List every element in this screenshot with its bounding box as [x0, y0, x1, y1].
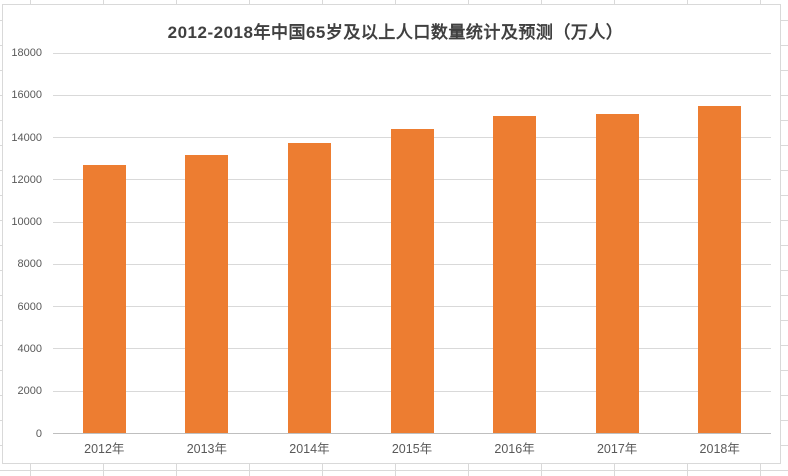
y-tick-label: 6000: [17, 300, 42, 313]
gridline: [53, 52, 771, 54]
y-tick-label: 12000: [11, 173, 42, 186]
bar-2014: [287, 142, 331, 434]
x-tick-label: 2017年: [596, 442, 638, 456]
y-tick-label: 2000: [17, 385, 42, 398]
x-tick-label: 2015年: [391, 442, 433, 456]
bar-2015: [390, 129, 434, 434]
bar-2013: [185, 155, 229, 434]
bar-2018: [698, 105, 742, 434]
bar-2017: [595, 114, 639, 434]
gridline: [53, 94, 771, 96]
y-tick-label: 10000: [11, 216, 42, 229]
y-tick-label: 14000: [11, 131, 42, 144]
x-tick-label: 2018年: [699, 442, 740, 456]
bar-2016: [493, 116, 537, 434]
chart-title: 2012-2018年中国65岁及以上人口数量统计及预测（万人）: [167, 23, 624, 42]
y-tick-label: 16000: [11, 89, 42, 102]
x-tick-label: 2016年: [494, 442, 535, 456]
x-tick-label: 2012年: [84, 442, 125, 456]
y-tick-label: 4000: [17, 342, 42, 355]
y-tick-label: 18000: [11, 47, 42, 59]
y-tick-label: 8000: [17, 258, 42, 271]
bar-2012: [82, 164, 126, 434]
y-tick-label: 0: [35, 427, 42, 440]
x-tick-label: 2013年: [186, 442, 227, 456]
x-axis-line: [53, 433, 771, 434]
x-tick-label: 2014年: [289, 442, 330, 456]
